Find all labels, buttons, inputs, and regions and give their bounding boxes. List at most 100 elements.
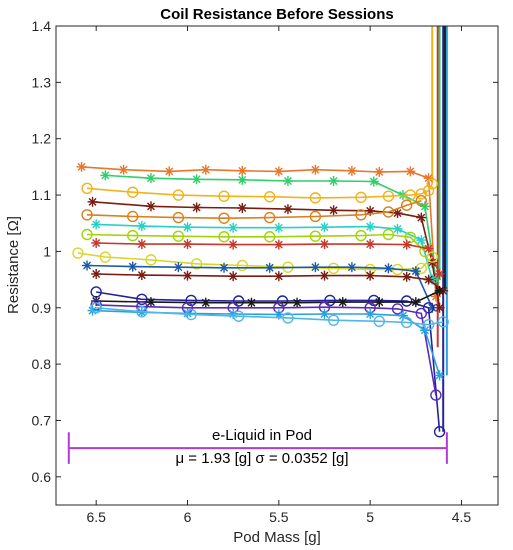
series-7-point-6 — [365, 239, 376, 250]
series-10-point-7 — [401, 271, 412, 282]
series-8-point-3 — [190, 258, 203, 270]
series-5-point-0 — [91, 219, 102, 230]
series-12-point-3 — [246, 297, 257, 308]
series-7-point-8 — [423, 243, 434, 254]
series-3 — [87, 196, 445, 313]
y-axis-label: Resistance [Ω] — [5, 216, 22, 314]
series-7-point-8-stroke-3 — [424, 244, 433, 253]
series-4-point-0 — [81, 209, 93, 221]
series-1-point-6-stroke-3 — [369, 177, 378, 186]
series-3-point-4 — [282, 204, 293, 215]
series-7-point-7-stroke-3 — [402, 240, 411, 249]
series-8-point-4 — [236, 259, 248, 272]
series-8-point-1 — [99, 251, 112, 263]
series-0-point-0 — [76, 161, 87, 172]
series-1-point-3-stroke-3 — [238, 175, 247, 184]
series-9-point-7-stroke-3 — [384, 264, 393, 273]
x-tick-label-1: 6 — [184, 509, 192, 525]
series-12-point-7 — [410, 297, 421, 308]
series-10-point-0-stroke-3 — [92, 269, 101, 278]
series-12-point-6-stroke-3 — [375, 298, 384, 307]
series-0-point-3 — [200, 164, 211, 175]
series-9-point-4 — [264, 262, 275, 273]
series-1-line — [105, 174, 437, 280]
series-15-line — [96, 307, 444, 326]
series-1-point-6 — [368, 176, 379, 187]
series-10-point-1 — [136, 270, 147, 281]
series-11-point-3 — [232, 295, 245, 307]
series-4-point-9 — [415, 194, 427, 207]
series-1-point-0-stroke-3 — [101, 171, 110, 180]
series-2-point-6 — [355, 191, 367, 204]
y-tick-label-4: 1 — [43, 243, 51, 259]
series-12-point-5-stroke-3 — [338, 298, 347, 307]
series-1-point-2-stroke-3 — [192, 175, 201, 184]
series-3-point-0 — [87, 196, 98, 207]
series-2-point-9 — [415, 188, 427, 200]
series-9-point-3 — [219, 262, 230, 273]
x-axis-label: Pod Mass [g] — [233, 529, 321, 546]
series-12-point-2-stroke-3 — [201, 298, 210, 307]
series-10-point-7-stroke-3 — [402, 272, 411, 281]
series-0-point-6 — [310, 164, 321, 175]
series-3-point-7-stroke-3 — [393, 209, 402, 218]
series-3-point-7 — [392, 208, 403, 219]
series-0-point-7-stroke-3 — [347, 166, 356, 175]
series-9-point-1-stroke-3 — [128, 262, 137, 271]
series-4-point-1 — [127, 210, 139, 223]
series-15-point-9 — [437, 316, 449, 328]
series-7-point-6-stroke-3 — [366, 240, 375, 249]
series-9-point-1 — [127, 261, 138, 272]
series-7-point-0 — [91, 237, 102, 248]
series-10-point-0 — [91, 268, 102, 279]
series-3-point-4-stroke-3 — [283, 205, 292, 214]
series-6-point-5 — [309, 230, 322, 242]
series-2-point-8 — [404, 189, 417, 201]
x-tick-label-4: 4.5 — [452, 509, 472, 525]
series-1-point-8-stroke-3 — [420, 202, 429, 211]
series-14-point-9-stroke-3 — [435, 371, 444, 380]
series-7-point-2-stroke-3 — [183, 240, 192, 249]
series-3-point-8-stroke-3 — [417, 213, 426, 222]
series-6-point-8 — [404, 231, 417, 244]
series-0-point-11-stroke-3 — [431, 292, 440, 301]
series-12-point-4-stroke-3 — [293, 298, 302, 307]
y-tick-label-7: 1.3 — [32, 74, 52, 90]
series-8-point-10 — [426, 251, 438, 263]
series-5-point-7-stroke-3 — [393, 224, 402, 233]
plot-frame — [55, 25, 499, 506]
annotation-title: e-Liquid in Pod — [212, 427, 312, 444]
x-tick-label-0: 6.5 — [86, 509, 106, 525]
series-11-point-1 — [136, 293, 148, 306]
series-7-point-4 — [273, 239, 284, 250]
series-11-point-8 — [422, 302, 435, 314]
series-15-point-7 — [400, 316, 413, 329]
series-15-point-6 — [373, 315, 385, 327]
series-2-point-7 — [382, 190, 395, 202]
series-10-point-1-stroke-3 — [137, 271, 146, 280]
series-0-point-8-stroke-3 — [375, 167, 384, 176]
series-0-point-0-stroke-3 — [77, 162, 86, 171]
series-14-point-8-stroke-3 — [420, 326, 429, 335]
series-10-point-6 — [365, 270, 376, 281]
series-7-line — [96, 242, 441, 275]
series-10-point-8-stroke-3 — [424, 275, 433, 284]
series-10-point-4-stroke-3 — [274, 272, 283, 281]
series-9 — [82, 260, 438, 313]
series-1-point-3 — [237, 174, 248, 185]
y-tick-label-0: 0.6 — [32, 469, 52, 485]
series-15-point-4 — [282, 312, 294, 324]
series-7-point-0-stroke-3 — [92, 238, 101, 247]
series-1-point-4-stroke-3 — [283, 176, 292, 185]
series-7-point-2 — [182, 239, 193, 250]
series-3-point-10 — [434, 302, 445, 313]
series-0-point-9 — [405, 166, 416, 177]
series-0-point-6-stroke-3 — [311, 165, 320, 174]
series-7-point-9-stroke-3 — [435, 269, 444, 278]
series-13-line — [96, 304, 437, 396]
series-6-point-3 — [218, 231, 230, 243]
series-9-point-0 — [82, 260, 93, 271]
series-12-point-1-stroke-3 — [146, 298, 155, 307]
series-7-point-1 — [136, 239, 147, 250]
